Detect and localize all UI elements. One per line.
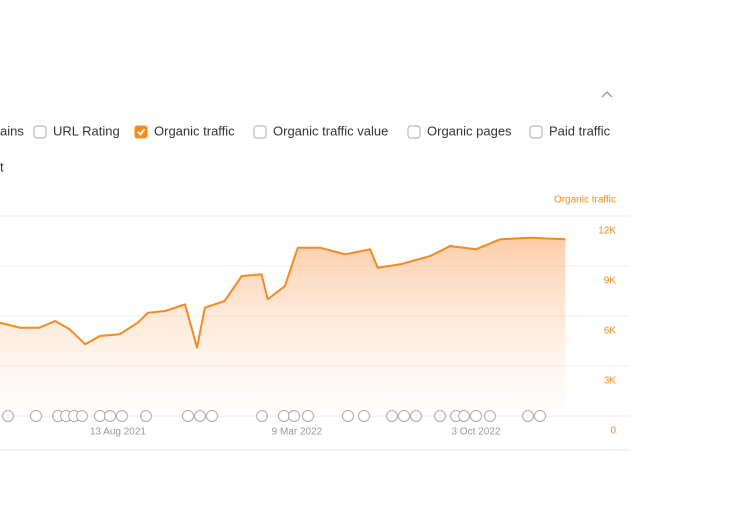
metric-label[interactable]: ains — [0, 123, 24, 138]
metric-label[interactable]: Organic pages — [427, 123, 512, 138]
annotation-icon[interactable] — [288, 410, 300, 422]
line — [0, 236, 566, 349]
y-tick-label: 12K — [598, 226, 616, 237]
annotation-icon[interactable] — [470, 410, 482, 422]
annotation-icon[interactable] — [182, 410, 194, 422]
annotation-icon[interactable] — [434, 410, 446, 422]
annotation-icon[interactable] — [386, 410, 398, 422]
metric-label[interactable]: URL Rating — [53, 123, 120, 138]
y-tick-label: 9K — [604, 276, 617, 287]
checkbox[interactable] — [33, 125, 47, 139]
annotation-icon[interactable] — [30, 410, 42, 422]
area — [0, 237, 566, 410]
annotation-icon[interactable] — [522, 410, 534, 422]
x-tick-label: 9 Mar 2022 — [272, 427, 323, 438]
y-tick-label: 6K — [604, 326, 617, 337]
collapse-chevron[interactable] — [601, 91, 613, 98]
y-tick-label: 0 — [610, 426, 616, 437]
annotation-icon[interactable] — [116, 410, 128, 422]
annotation-icon[interactable] — [398, 410, 410, 422]
annotation-icon[interactable] — [342, 410, 354, 422]
section-label: t — [0, 159, 4, 174]
annotation-icon[interactable] — [484, 410, 496, 422]
annotation-icon[interactable] — [194, 410, 206, 422]
check-mark — [137, 128, 146, 136]
annotation-icon[interactable] — [358, 410, 370, 422]
annotation-icon[interactable] — [410, 410, 422, 422]
checkbox[interactable] — [529, 125, 543, 139]
x-tick-label: 3 Oct 2022 — [451, 427, 500, 438]
annotation-icon[interactable] — [534, 410, 546, 422]
checkbox[interactable] — [253, 125, 267, 139]
annotation-icon[interactable] — [104, 410, 116, 422]
checkbox[interactable] — [407, 125, 421, 139]
y-tick-label: 3K — [604, 376, 617, 387]
checkbox[interactable] — [134, 125, 148, 139]
annotation-icon[interactable] — [302, 410, 314, 422]
annotation-icon[interactable] — [458, 410, 470, 422]
annotation-icon[interactable] — [206, 410, 218, 422]
y-axis-label: Organic traffic — [554, 195, 616, 206]
metric-label[interactable]: Organic traffic — [154, 123, 235, 138]
x-tick-label: 13 Aug 2021 — [90, 427, 147, 438]
annotation-icon[interactable] — [140, 410, 152, 422]
metric-label[interactable]: Organic traffic value — [273, 123, 388, 138]
annotation-icon[interactable] — [2, 410, 14, 422]
annotation-icon[interactable] — [76, 410, 88, 422]
annotation-icon[interactable] — [94, 410, 106, 422]
metric-label[interactable]: Paid traffic — [549, 123, 611, 138]
annotation-icon[interactable] — [278, 410, 290, 422]
annotation-icon[interactable] — [256, 410, 268, 422]
